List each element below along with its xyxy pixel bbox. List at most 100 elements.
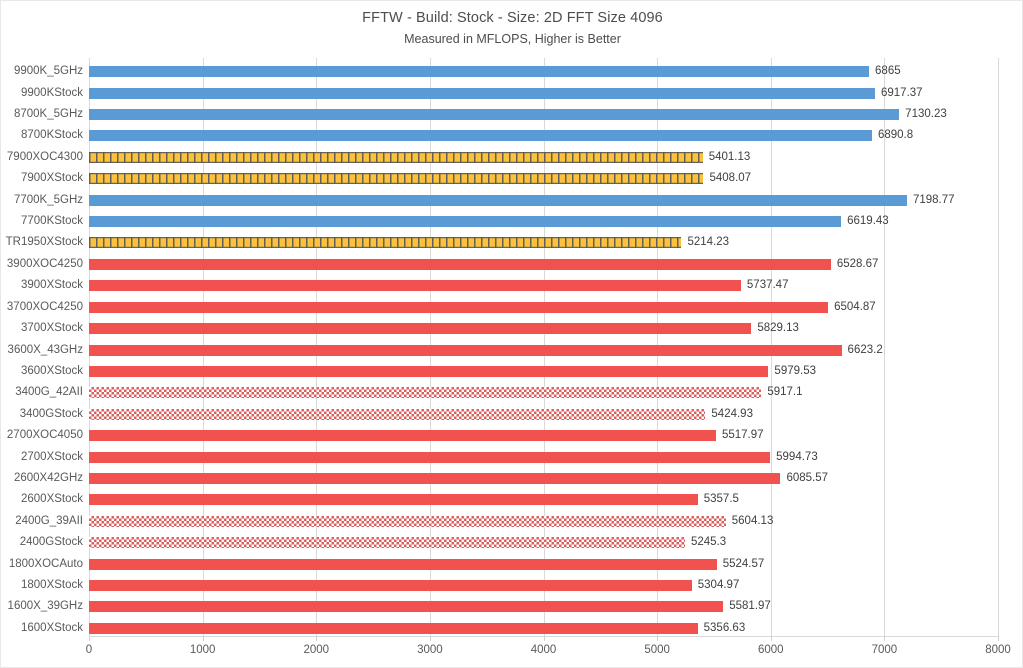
bar-row: 2700XOC4050 5517.97: [7, 428, 998, 441]
bar-row: 1600XStock 5356.63: [21, 621, 998, 634]
bar-row: 9900KStock 6917.37: [21, 86, 998, 99]
x-axis-tick-label: 7000: [871, 644, 898, 656]
category-label: 9900K_5GHz: [13, 65, 83, 77]
category-label: 7900XStock: [20, 172, 83, 184]
bar-row: 3400GStock 5424.93: [20, 408, 998, 420]
category-label: 7700KStock: [20, 215, 83, 227]
bar-value-label: 6890.8: [877, 128, 914, 141]
bar-row: 3600XStock 5979.53: [21, 365, 998, 377]
x-axis-tick: [429, 636, 431, 641]
gridline: [884, 58, 886, 636]
bar-value-label: 5408.07: [709, 171, 752, 184]
x-axis-tick-label: 3000: [417, 644, 443, 656]
x-axis-tick: [89, 636, 90, 641]
bar[interactable]: [89, 473, 781, 484]
bar[interactable]: [89, 430, 716, 441]
bar[interactable]: [89, 494, 698, 505]
category-label: 9900KStock: [20, 87, 83, 99]
category-label: 8700K_5GHz: [13, 108, 83, 120]
plot-area: 9900K_5GHz 6865 9900KStock 6917.37 8700K_5GH…: [6, 58, 999, 636]
bar-value-label: 6504.87: [834, 300, 876, 313]
bar[interactable]: [89, 109, 900, 120]
bar[interactable]: [89, 88, 875, 99]
bar[interactable]: [89, 216, 842, 227]
category-label: 3400G_42AII: [15, 386, 83, 398]
bar[interactable]: [89, 195, 907, 206]
category-label: 3700XOC4250: [6, 301, 83, 313]
bar[interactable]: [89, 173, 704, 184]
category-label: 2600X42GHz: [13, 472, 83, 484]
bar-row: 1600X_39GHz 5581.97: [8, 600, 998, 612]
category-label: 3600XStock: [20, 365, 83, 377]
bar[interactable]: [89, 559, 717, 570]
category-label: 3700XStock: [20, 322, 83, 334]
bar-value-label: 5604.13: [731, 514, 774, 527]
bar-value-label: 6917.37: [880, 86, 923, 99]
category-label: 1800XStock: [20, 579, 83, 591]
chart-subtitle: Measured in MFLOPS, Higher is Better: [404, 32, 621, 46]
bar[interactable]: [89, 66, 870, 77]
gridline: [998, 58, 999, 636]
bar-value-label: 5524.57: [722, 557, 765, 570]
bar-row: 2600X42GHz 6085.57: [14, 471, 998, 484]
x-axis-tick-label: 6000: [757, 644, 784, 656]
bar-row: 7900XStock 5408.07: [21, 171, 998, 184]
bar-value-label: 7130.23: [905, 107, 947, 120]
bar-row: 3400G_42AII 5917.1: [15, 385, 998, 398]
bar-row: 3900XOC4250 6528.67: [7, 257, 998, 270]
category-label: 1800XOCAuto: [8, 558, 83, 570]
bar[interactable]: [89, 623, 698, 634]
category-label: TR1950XStock: [5, 236, 83, 248]
title-block: FFTW - Build: Stock - Size: 2D FFT Size …: [1, 9, 1023, 48]
bar-row: 3700XOC4250 6504.87: [7, 300, 998, 313]
bar[interactable]: [89, 580, 692, 591]
bar[interactable]: [89, 601, 724, 612]
bar-row: 9900K_5GHz 6865: [14, 64, 998, 77]
bar-value-label: 5401.13: [708, 150, 751, 163]
bar-row: 1800XOCAuto 5524.57: [9, 557, 998, 570]
category-label: 2600XStock: [20, 493, 83, 505]
bar-value-label: 5994.73: [776, 450, 818, 463]
bar[interactable]: [89, 302, 829, 313]
bar[interactable]: [89, 387, 762, 398]
category-label: 2400G_39AII: [15, 515, 83, 527]
bar-row: 2400GStock 5245.3: [20, 535, 998, 548]
bar[interactable]: [89, 130, 872, 141]
bar-value-label: 6085.57: [786, 471, 829, 484]
bar[interactable]: [89, 452, 771, 463]
bar[interactable]: [89, 259, 831, 270]
bar[interactable]: [89, 345, 842, 356]
bar-row: 7900XOC4300 5401.13: [7, 150, 998, 163]
category-label: 3400GStock: [19, 408, 83, 420]
bar[interactable]: [89, 280, 741, 291]
bar-value-label: 6528.67: [836, 257, 879, 270]
bar-value-label: 5737.47: [746, 278, 789, 291]
bar-row: 7700K_5GHz 7198.77: [14, 193, 998, 206]
category-label: 3900XOC4250: [6, 258, 83, 270]
bar[interactable]: [89, 237, 682, 248]
x-axis-tick-label: 2000: [303, 644, 330, 656]
bar[interactable]: [89, 323, 752, 334]
bar-row: 2700XStock 5994.73: [21, 450, 998, 463]
bar[interactable]: [89, 409, 706, 420]
bar-value-label: 5356.63: [703, 621, 746, 634]
bar[interactable]: [89, 516, 726, 527]
bar-value-label: 5917.1: [767, 385, 803, 398]
bar-value-label: 5517.97: [721, 428, 764, 441]
bar-value-label: 5829.13: [757, 321, 799, 334]
bar-value-label: 5214.23: [687, 235, 730, 248]
x-axis-tick: [884, 636, 886, 641]
x-axis-tick: [770, 636, 772, 641]
x-axis-tick-label: 4000: [530, 644, 557, 656]
x-axis-tick: [998, 636, 999, 641]
bar[interactable]: [89, 537, 685, 548]
bar-value-label: 6865: [875, 64, 901, 77]
bar[interactable]: [89, 366, 769, 377]
bar-row: 2600XStock 5357.5: [21, 493, 998, 505]
category-label: 1600XStock: [20, 622, 83, 634]
bar-row: 1800XStock 5304.97: [21, 579, 998, 591]
bar[interactable]: [89, 152, 703, 163]
bar-value-label: 5245.3: [690, 535, 727, 548]
bar-value-label: 7198.77: [912, 193, 955, 206]
